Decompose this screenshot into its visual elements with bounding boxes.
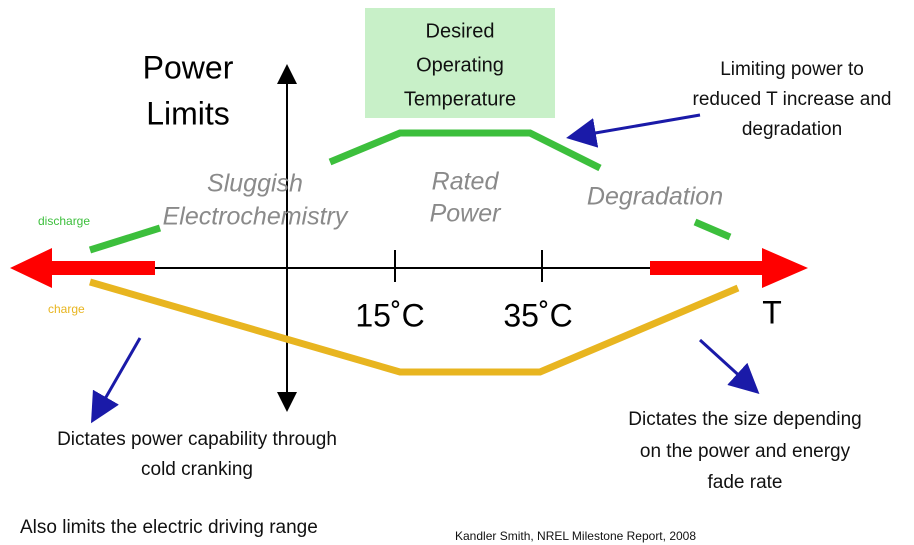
axis-label: T (762, 294, 782, 330)
box-text: Temperature (404, 88, 516, 110)
discharge-line (88, 129, 732, 254)
note: fade rate (708, 472, 783, 493)
legend-charge: charge (48, 302, 85, 316)
region: Electrochemistry (163, 203, 349, 231)
arrow (698, 338, 760, 395)
axis-label: 35˚C (503, 297, 572, 333)
region: Sluggish (207, 170, 303, 198)
red-arrow-right (650, 248, 808, 288)
note: Dictates power capability through (57, 429, 337, 450)
title: Power (143, 49, 234, 85)
note: Also limits the electric driving range (20, 517, 318, 538)
legend-discharge: discharge (38, 214, 90, 228)
note: Limiting power to (720, 59, 864, 80)
charge-line (89, 278, 740, 376)
red-arrow-left (10, 248, 155, 288)
note: Dictates the size depending (628, 409, 861, 430)
region: Power (430, 200, 503, 228)
region: Degradation (587, 183, 723, 211)
axis-label: 15˚C (355, 297, 424, 333)
box-text: Desired (426, 20, 495, 42)
note: reduced T increase and (693, 89, 892, 110)
citation: Kandler Smith, NREL Milestone Report, 20… (455, 529, 696, 543)
desired-box (365, 8, 555, 118)
note: cold cranking (141, 459, 253, 480)
arrow (566, 113, 701, 148)
note: on the power and energy (640, 441, 851, 462)
arrow (91, 337, 142, 424)
region: Rated (432, 168, 500, 196)
box-text: Operating (416, 54, 504, 76)
title: Limits (146, 95, 230, 131)
note: degradation (742, 119, 842, 140)
